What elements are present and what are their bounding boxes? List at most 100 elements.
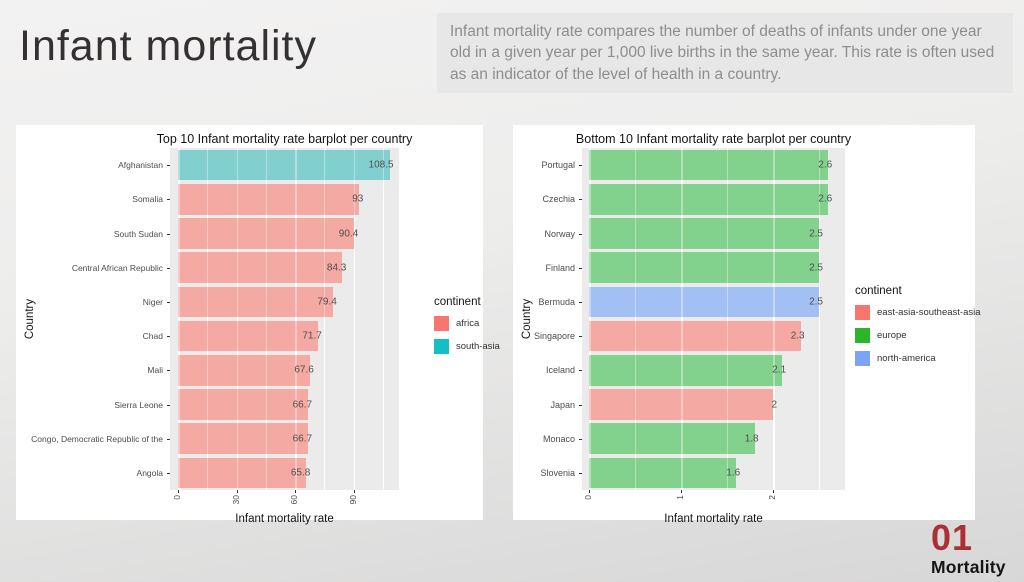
- y-tick-label: Singapore: [533, 331, 575, 342]
- y-tick-mark: [167, 199, 170, 201]
- bar: [589, 183, 829, 215]
- y-tick-mark: [167, 165, 170, 167]
- bar-value-label: 90.4: [338, 228, 359, 239]
- x-tick-label: 90: [347, 495, 358, 505]
- chart-title: Top 10 Infant mortality rate barplot per…: [156, 132, 413, 146]
- grid-line: [681, 148, 683, 490]
- grid-line: [295, 148, 297, 490]
- y-tick-label: Japan: [550, 399, 575, 410]
- legend-item: africa: [434, 315, 500, 332]
- grid-line: [236, 148, 238, 490]
- y-tick-mark: [167, 233, 170, 235]
- y-tick-label: Norway: [544, 228, 575, 239]
- legend: continent africa south-asia: [434, 296, 500, 361]
- x-tick-mark: [589, 490, 590, 493]
- x-axis-title: Infant mortality rate: [235, 513, 334, 525]
- grid-line: [265, 148, 267, 490]
- y-tick-mark: [167, 438, 170, 440]
- y-tick-label: Czechia: [542, 194, 575, 205]
- y-tick-mark: [579, 336, 582, 338]
- legend-swatch: [434, 316, 449, 331]
- x-tick-label: 1: [675, 495, 685, 500]
- legend-title: continent: [434, 296, 481, 308]
- x-tick-mark: [178, 490, 179, 493]
- legend-item: south-asia: [434, 338, 500, 355]
- x-tick-mark: [295, 490, 296, 493]
- y-tick-mark: [579, 301, 582, 303]
- x-tick-label: 2: [767, 495, 777, 500]
- x-tick-label: 60: [289, 495, 299, 505]
- grid-line: [295, 148, 297, 490]
- y-tick-label: Portugal: [541, 160, 575, 171]
- bar-value-label: 84.3: [326, 262, 347, 274]
- y-tick-label: Mali: [147, 365, 163, 376]
- grid-line: [635, 148, 636, 490]
- bar: [589, 389, 773, 420]
- legend-swatch: [434, 339, 449, 354]
- y-tick-label: Monaco: [542, 433, 575, 444]
- grid-line: [178, 148, 180, 490]
- legend-label: south-asia: [456, 341, 500, 352]
- y-tick-label: Congo, Democratic Republic of the: [31, 433, 163, 444]
- bar-value-label: 2.5: [809, 262, 823, 274]
- y-tick-mark: [579, 165, 582, 167]
- grid-line: [589, 148, 591, 490]
- legend-title: continent: [855, 285, 902, 297]
- y-tick-label: Central African Republic: [71, 262, 163, 273]
- grid-line: [207, 148, 209, 490]
- x-tick-label: 0: [172, 495, 182, 500]
- bar-value-label: 1.8: [744, 433, 759, 445]
- grid-line: [773, 148, 775, 490]
- bar: [178, 457, 307, 489]
- legend-label: africa: [456, 318, 480, 329]
- bar-value-label: 2.1: [772, 364, 787, 376]
- bar: [178, 149, 390, 181]
- y-tick-label: Angola: [136, 467, 163, 478]
- y-tick-label: Bermuda: [538, 296, 575, 307]
- y-tick-label: South Sudan: [113, 228, 163, 239]
- y-tick-label: Slovenia: [540, 467, 575, 478]
- section-label: Mortality: [931, 556, 1006, 577]
- y-tick-label: Finland: [545, 262, 575, 273]
- bar-value-label: 66.7: [292, 399, 313, 410]
- grid-line: [589, 148, 591, 490]
- grid-line: [236, 148, 238, 490]
- y-tick-mark: [579, 199, 582, 201]
- y-tick-mark: [167, 336, 170, 338]
- grid-line: [324, 148, 326, 490]
- legend-swatch: [855, 305, 870, 320]
- legend-label: north-america: [877, 353, 936, 364]
- x-tick-mark: [773, 490, 774, 493]
- grid-line: [773, 148, 775, 490]
- grid-line: [324, 148, 326, 490]
- grid-line: [681, 148, 683, 490]
- y-tick-mark: [167, 267, 170, 269]
- bar: [589, 218, 819, 249]
- bar: [178, 286, 333, 318]
- bar: [178, 183, 360, 215]
- y-tick-mark: [579, 438, 582, 440]
- legend-item: north-america: [855, 350, 981, 367]
- bar-value-label: 2.6: [818, 159, 833, 171]
- bar-value-label: 93: [352, 193, 364, 205]
- x-tick-mark: [353, 490, 355, 493]
- bar: [589, 423, 755, 455]
- x-tick-mark: [236, 490, 238, 493]
- bar: [178, 423, 309, 455]
- y-tick-mark: [579, 267, 582, 269]
- bar-value-label: 2: [771, 399, 777, 410]
- legend: continent east-asia-southeast-asia europe n…: [855, 285, 981, 373]
- bar: [178, 252, 343, 284]
- legend-swatch: [855, 351, 870, 366]
- grid-line: [382, 148, 384, 490]
- bar: [589, 354, 783, 386]
- bar-value-label: 66.7: [292, 433, 313, 445]
- x-axis-title: Infant mortality rate: [664, 513, 763, 525]
- bar: [589, 286, 819, 318]
- y-tick-label: Afghanistan: [118, 160, 163, 171]
- x-tick-label: 30: [230, 495, 241, 505]
- legend-item: east-asia-southeast-asia: [855, 304, 981, 321]
- bar-value-label: 2.5: [809, 296, 823, 308]
- bar-value-label: 1.6: [726, 467, 741, 479]
- grid-line: [353, 148, 355, 490]
